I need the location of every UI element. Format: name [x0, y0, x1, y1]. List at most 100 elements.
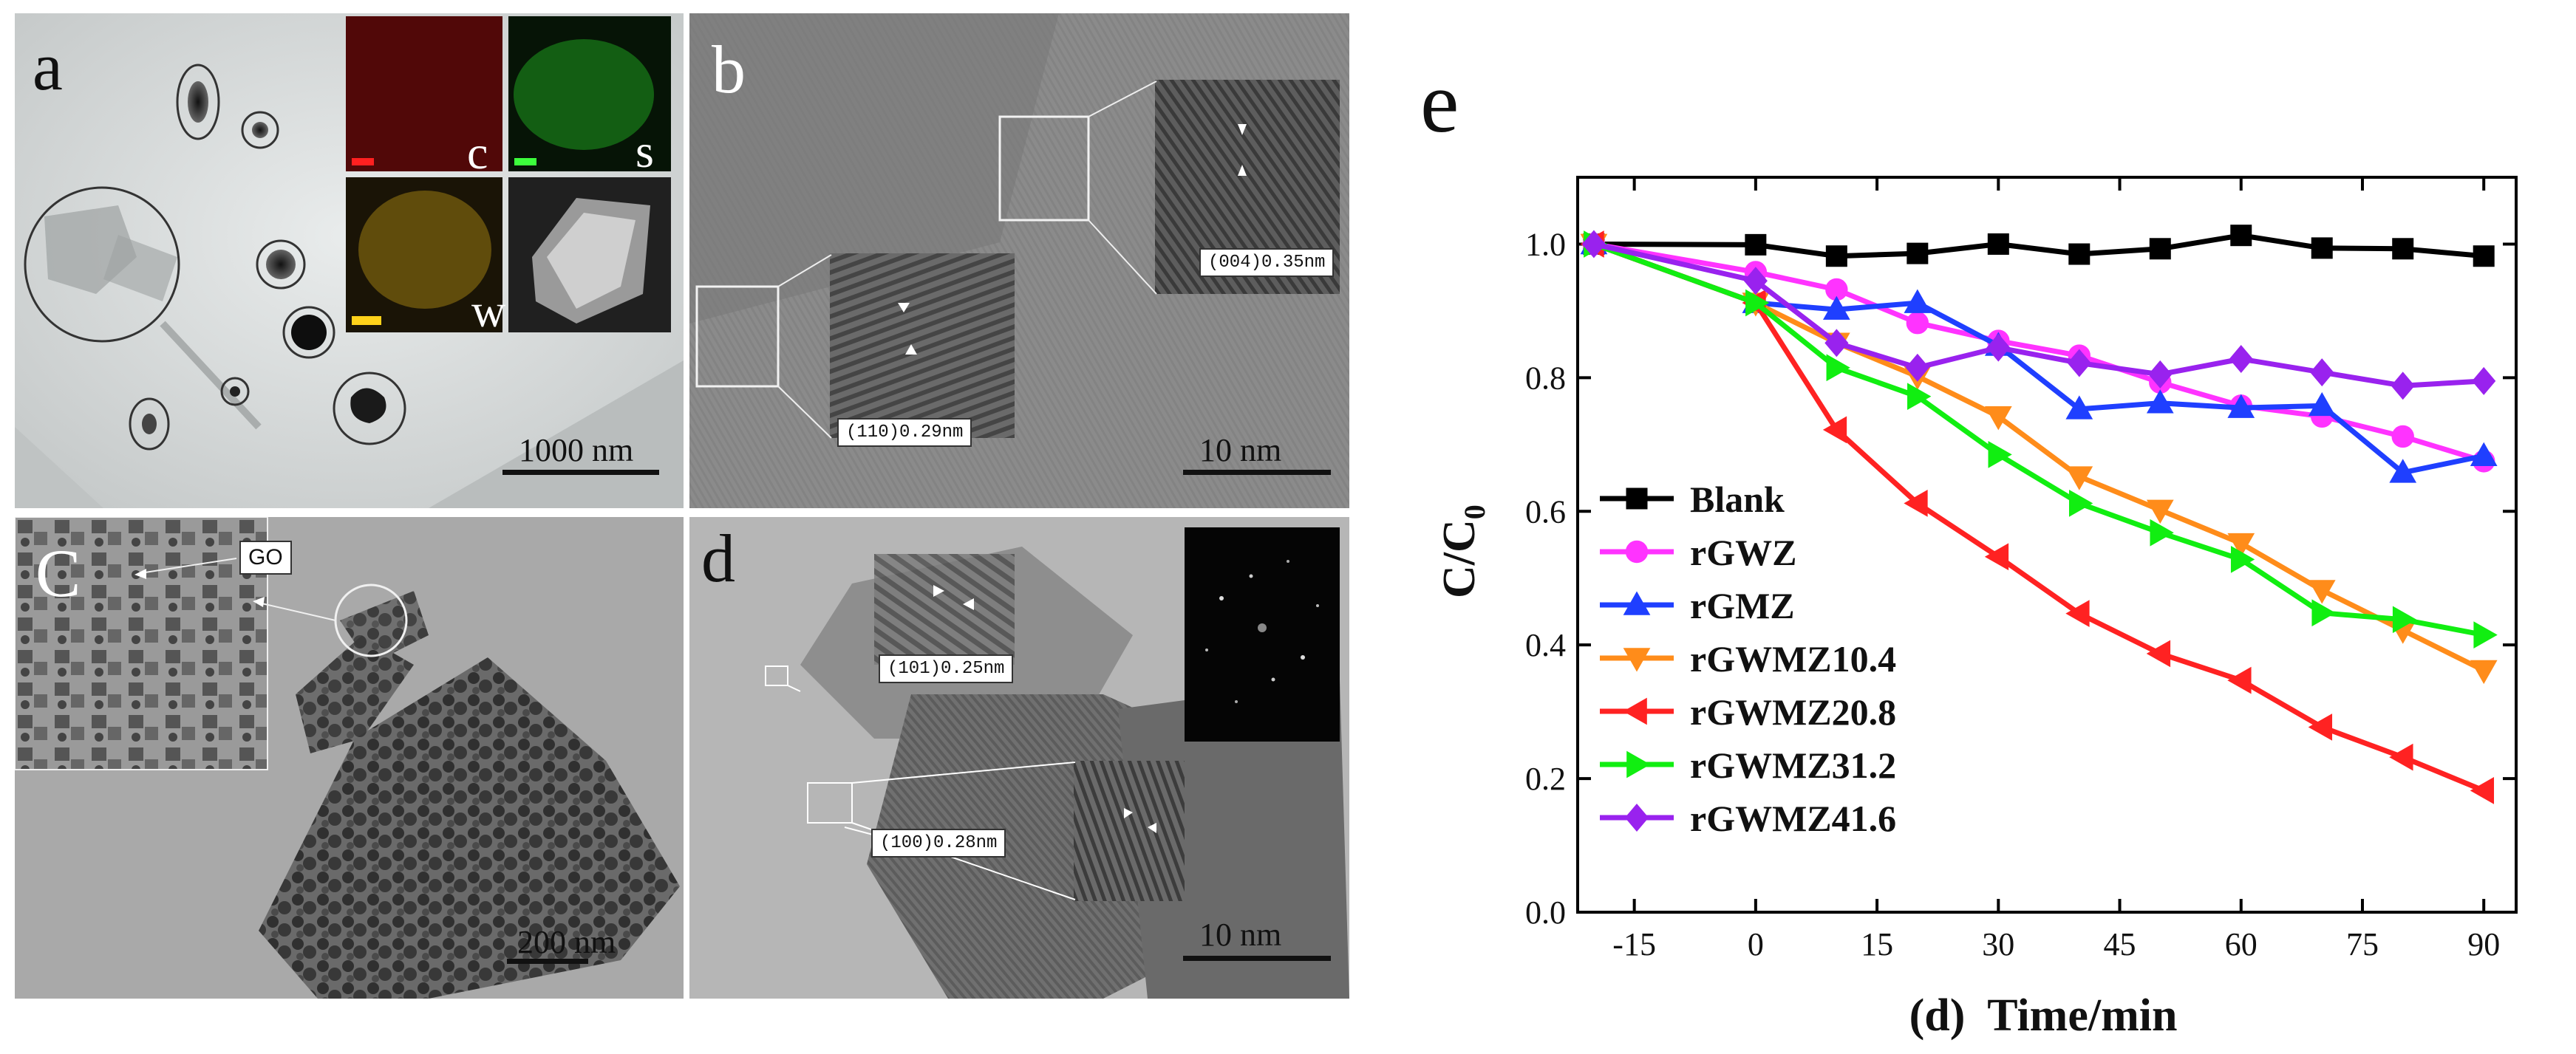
data-point-rgwmz31-2	[2473, 621, 2498, 649]
data-point-rgmz	[2470, 442, 2498, 466]
series-line-rgmz	[1592, 242, 2484, 476]
data-point-rgwmz20-8	[2470, 777, 2495, 804]
hrtem-micrograph-b	[689, 13, 1349, 508]
data-point-rgwmz31-2	[2150, 519, 2174, 547]
tem-micrograph-a	[15, 13, 684, 508]
x-tick-label: 75	[2346, 926, 2379, 962]
legend-marker-rgwmz20-8	[1623, 697, 1647, 725]
data-point-rgwz	[2391, 425, 2414, 448]
data-point-rgwmz10-4	[2308, 580, 2336, 604]
data-point-rgwmz10-4	[2146, 499, 2174, 524]
data-point-rgwmz20-8	[2227, 666, 2252, 694]
scalebar-label-c: 200 nm	[517, 924, 616, 960]
data-point-rgwmz20-8	[2065, 600, 2090, 628]
y-tick-label: 0.0	[1525, 894, 1566, 931]
data-point-rgwmz20-8	[1822, 416, 1847, 444]
lattice-fringe-label-lower: (110)0.29nm	[837, 418, 972, 447]
legend-label-rgwmz41-6: rGWMZ41.6	[1690, 798, 1896, 839]
data-point-blank	[2392, 238, 2414, 260]
series-line-rgwmz31-2	[1592, 242, 2484, 638]
data-point-rgwmz41-6	[1824, 329, 1849, 357]
panel-d-hrtem-image: d (101)0.25nm (100)0.28nm 10 nm	[689, 517, 1349, 999]
data-point-rgwmz41-6	[2310, 358, 2334, 387]
data-point-rgwmz41-6	[2148, 360, 2173, 389]
data-point-rgwz	[1906, 311, 1929, 335]
y-tick-label: 0.6	[1525, 493, 1566, 530]
data-point-rgwmz10-4	[2470, 660, 2498, 685]
graphene-oxide-tag: GO	[239, 541, 292, 575]
data-point-rgwmz31-2	[2392, 606, 2417, 634]
legend-marker-rgwz	[1625, 540, 1649, 564]
x-tick-label: 15	[1861, 926, 1893, 962]
data-point-rgmz	[2065, 395, 2093, 420]
eds-map-label-s: s	[636, 125, 654, 177]
x-tick-label: 45	[2104, 926, 2136, 962]
data-point-rgwmz20-8	[2389, 743, 2413, 771]
data-point-rgmz	[1822, 295, 1850, 320]
panel-c-tem-image: C GO 200 nm	[15, 517, 684, 999]
data-point-blank	[1745, 233, 1767, 256]
data-point-blank	[2473, 245, 2495, 267]
data-point-blank	[1987, 233, 2009, 255]
panel-a-tem-image: a c s w 1000 nm	[15, 13, 684, 508]
x-axis-label: (d) Time/min	[1909, 990, 2178, 1041]
legend-label-rgwmz20-8: rGWMZ20.8	[1690, 691, 1896, 733]
data-point-blank	[2149, 238, 2171, 260]
scalebar-label-a: 1000 nm	[519, 432, 634, 468]
x-tick-label: 0	[1748, 926, 1764, 962]
panel-label-b: b	[712, 32, 746, 107]
data-point-rgwmz20-8	[1904, 490, 1928, 517]
chart-svg: e C/C0 (d) Time/min -15 0 15 30 45 60 75 900.00…	[1420, 54, 2518, 1041]
data-point-rgmz	[2389, 459, 2417, 483]
data-point-rgwmz41-6	[2229, 345, 2253, 374]
x-tick-label: 60	[2225, 926, 2258, 962]
legend-label-blank: Blank	[1690, 479, 1785, 520]
lattice-fringe-label-upper-d: (101)0.25nm	[879, 654, 1014, 683]
y-axis-label-subscript: 0	[1458, 504, 1491, 519]
legend-label-rgwz: rGWZ	[1690, 532, 1796, 573]
data-point-rgwmz20-8	[2146, 640, 2171, 668]
panel-e-degradation-chart: e C/C0 (d) Time/min -15 0 15 30 45 60 75 90 0.0 0…	[1411, 0, 2576, 1050]
data-point-rgwmz41-6	[1581, 230, 1606, 259]
x-tick-label: 90	[2467, 926, 2500, 962]
data-point-blank	[2068, 243, 2091, 265]
panel-label-c: C	[35, 535, 81, 611]
y-axis-label: C/C0	[1434, 504, 1491, 598]
panel-b-hrtem-image: b (004)0.35nm (110)0.29nm 10 nm	[689, 13, 1349, 508]
panel-label-a: a	[33, 29, 63, 104]
eds-map-label-c: c	[467, 126, 488, 179]
data-point-blank	[2311, 237, 2333, 259]
data-point-rgwmz31-2	[2230, 546, 2255, 573]
y-tick-label: 1.0	[1525, 226, 1566, 262]
data-point-rgwmz41-6	[1743, 267, 1768, 295]
data-point-rgwmz20-8	[2308, 713, 2333, 741]
plot-frame	[1576, 176, 2518, 914]
data-point-rgmz	[2146, 389, 2174, 414]
data-point-rgwmz20-8	[1984, 543, 2009, 571]
tem-micrograph-c	[15, 517, 684, 999]
data-point-blank	[2230, 225, 2252, 247]
legend-marker-rgwmz10-4	[1623, 648, 1651, 672]
y-tick-label: 0.2	[1525, 761, 1566, 797]
data-point-rgwmz41-6	[1986, 333, 2011, 362]
data-point-rgwmz31-2	[1826, 354, 1850, 382]
scalebar-label-d: 10 nm	[1199, 917, 1282, 953]
data-point-rgwmz10-4	[2227, 533, 2255, 558]
legend-marker-blank	[1626, 487, 1648, 510]
scalebar-label-b: 10 nm	[1199, 432, 1282, 468]
legend-label-rgwmz31-2: rGWMZ31.2	[1690, 745, 1896, 786]
data-point-rgmz	[2227, 394, 2255, 418]
data-point-rgwmz10-4	[2065, 466, 2093, 490]
data-point-rgwmz31-2	[2068, 490, 2093, 517]
lattice-fringe-label-upper: (004)0.35nm	[1199, 248, 1335, 277]
y-tick-label: 0.4	[1525, 627, 1566, 663]
eds-map-label-w: w	[471, 284, 506, 337]
data-point-rgwmz10-4	[1984, 406, 2012, 431]
legend-marker-rgwmz41-6	[1624, 804, 1649, 832]
legend-label-rgwmz10-4: rGWMZ10.4	[1690, 638, 1896, 680]
data-point-blank	[1907, 242, 1929, 264]
data-point-rgwmz31-2	[1907, 383, 1932, 411]
data-point-rgwmz31-2	[2311, 599, 2336, 627]
y-axis-label-main: C/C	[1434, 519, 1485, 598]
x-tick-label: -15	[1612, 926, 1656, 962]
